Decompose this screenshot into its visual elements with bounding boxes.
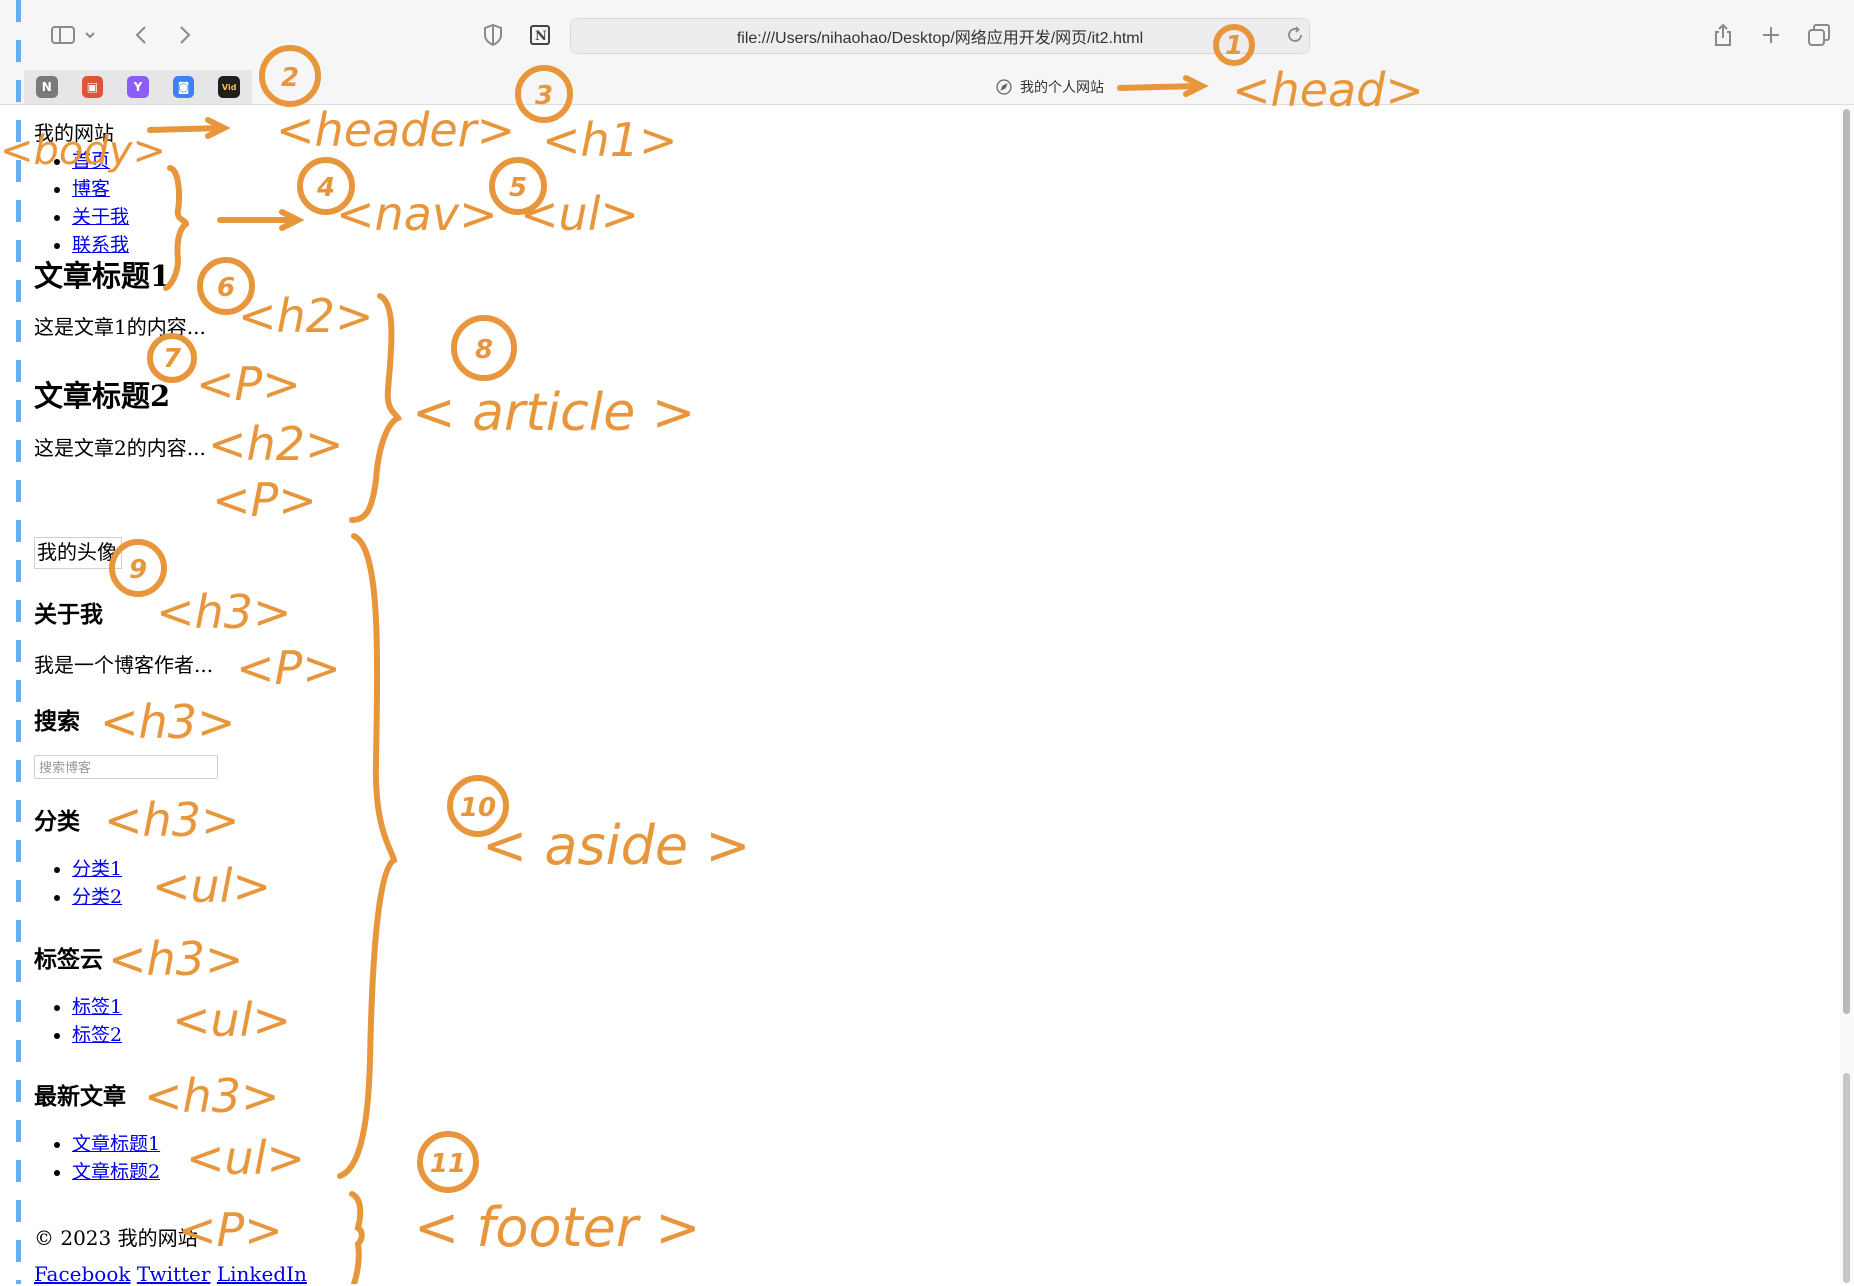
search-heading: 搜索 <box>34 708 80 735</box>
article-title-1: 文章标题1 <box>34 259 171 293</box>
list-item: 标签2 <box>72 1021 122 1049</box>
scrollbar-track-lower <box>1843 1073 1850 1283</box>
nav-link-about[interactable]: 关于我 <box>72 206 130 228</box>
favorites-bar: N ▣ Y ◙ Vid <box>24 70 252 104</box>
fav-tiger-icon[interactable]: ▣ <box>81 76 104 98</box>
scrollbar[interactable] <box>1840 105 1854 1284</box>
scrollbar-thumb[interactable] <box>1843 109 1850 1014</box>
fav-video-icon[interactable]: Vid <box>218 76 240 98</box>
latest-list: 文章标题1 文章标题2 <box>34 1130 160 1186</box>
fav-yuque-icon[interactable]: Y <box>127 76 149 98</box>
fav-bilibili-icon[interactable]: ◙ <box>172 76 195 98</box>
list-item: 文章标题1 <box>72 1130 160 1158</box>
page-viewport: 我的网站 首页 博客 关于我 联系我 文章标题1 这是文章1的内容... 文章标… <box>0 105 1840 1286</box>
list-item: 文章标题2 <box>72 1158 160 1186</box>
tags-heading: 标签云 <box>34 946 103 973</box>
browser-toolbar: N file:///Users/nihaohao/Desktop/网络应用开发/… <box>0 0 1854 105</box>
twitter-link[interactable]: Twitter <box>136 1262 211 1286</box>
svg-text:N: N <box>535 29 547 44</box>
linkedin-link[interactable]: LinkedIn <box>216 1262 307 1286</box>
about-heading: 关于我 <box>34 601 103 628</box>
compass-icon <box>996 79 1012 95</box>
category-list: 分类1 分类2 <box>34 855 122 911</box>
nav-link-contact[interactable]: 联系我 <box>72 234 130 256</box>
article-text-2: 这是文章2的内容... <box>34 436 206 460</box>
article-title-2: 文章标题2 <box>34 379 171 413</box>
latest-link[interactable]: 文章标题2 <box>72 1161 161 1183</box>
nav-item: 首页 <box>72 147 129 175</box>
new-tab-icon[interactable] <box>1754 18 1788 52</box>
back-icon[interactable] <box>124 18 158 52</box>
category-link[interactable]: 分类2 <box>72 886 123 908</box>
tab-overview-icon[interactable] <box>1802 18 1836 52</box>
reload-icon[interactable] <box>1284 24 1306 46</box>
nav-link-home[interactable]: 首页 <box>72 150 111 172</box>
address-bar[interactable]: file:///Users/nihaohao/Desktop/网络应用开发/网页… <box>570 18 1310 54</box>
site-title: 我的网站 <box>34 121 114 145</box>
list-item: 分类1 <box>72 855 122 883</box>
nav-item: 联系我 <box>72 231 129 259</box>
latest-link[interactable]: 文章标题1 <box>72 1133 161 1155</box>
category-link[interactable]: 分类1 <box>72 858 123 880</box>
notion-icon[interactable]: N <box>523 18 557 52</box>
dashed-guide-line <box>16 0 21 1284</box>
category-heading: 分类 <box>34 808 80 835</box>
forward-icon[interactable] <box>168 18 202 52</box>
share-icon[interactable] <box>1706 18 1740 52</box>
nav-link-blog[interactable]: 博客 <box>72 178 111 200</box>
tag-list: 标签1 标签2 <box>34 993 122 1049</box>
nav-list: 首页 博客 关于我 联系我 <box>34 147 129 259</box>
about-text: 我是一个博客作者... <box>34 653 214 677</box>
tab-title[interactable]: 我的个人网站 <box>996 76 1104 98</box>
sidebar-toggle-icon[interactable] <box>46 18 80 52</box>
nav-item: 关于我 <box>72 203 129 231</box>
tag-link[interactable]: 标签1 <box>72 996 123 1018</box>
privacy-shield-icon[interactable] <box>476 18 510 52</box>
list-item: 分类2 <box>72 883 122 911</box>
search-input[interactable] <box>34 755 218 779</box>
fav-notion-icon[interactable]: N <box>36 76 58 98</box>
facebook-link[interactable]: Facebook <box>34 1262 131 1286</box>
nav-item: 博客 <box>72 175 129 203</box>
tag-link[interactable]: 标签2 <box>72 1024 123 1046</box>
footer-links: Facebook Twitter LinkedIn <box>34 1262 307 1286</box>
avatar-image-alt: 我的头像 <box>34 537 122 569</box>
footer-copyright: © 2023 我的网站 <box>34 1226 198 1250</box>
article-text-1: 这是文章1的内容... <box>34 315 206 339</box>
tab-title-label: 我的个人网站 <box>1020 79 1104 95</box>
chevron-down-icon[interactable] <box>80 18 100 52</box>
latest-heading: 最新文章 <box>34 1083 126 1110</box>
list-item: 标签1 <box>72 993 122 1021</box>
